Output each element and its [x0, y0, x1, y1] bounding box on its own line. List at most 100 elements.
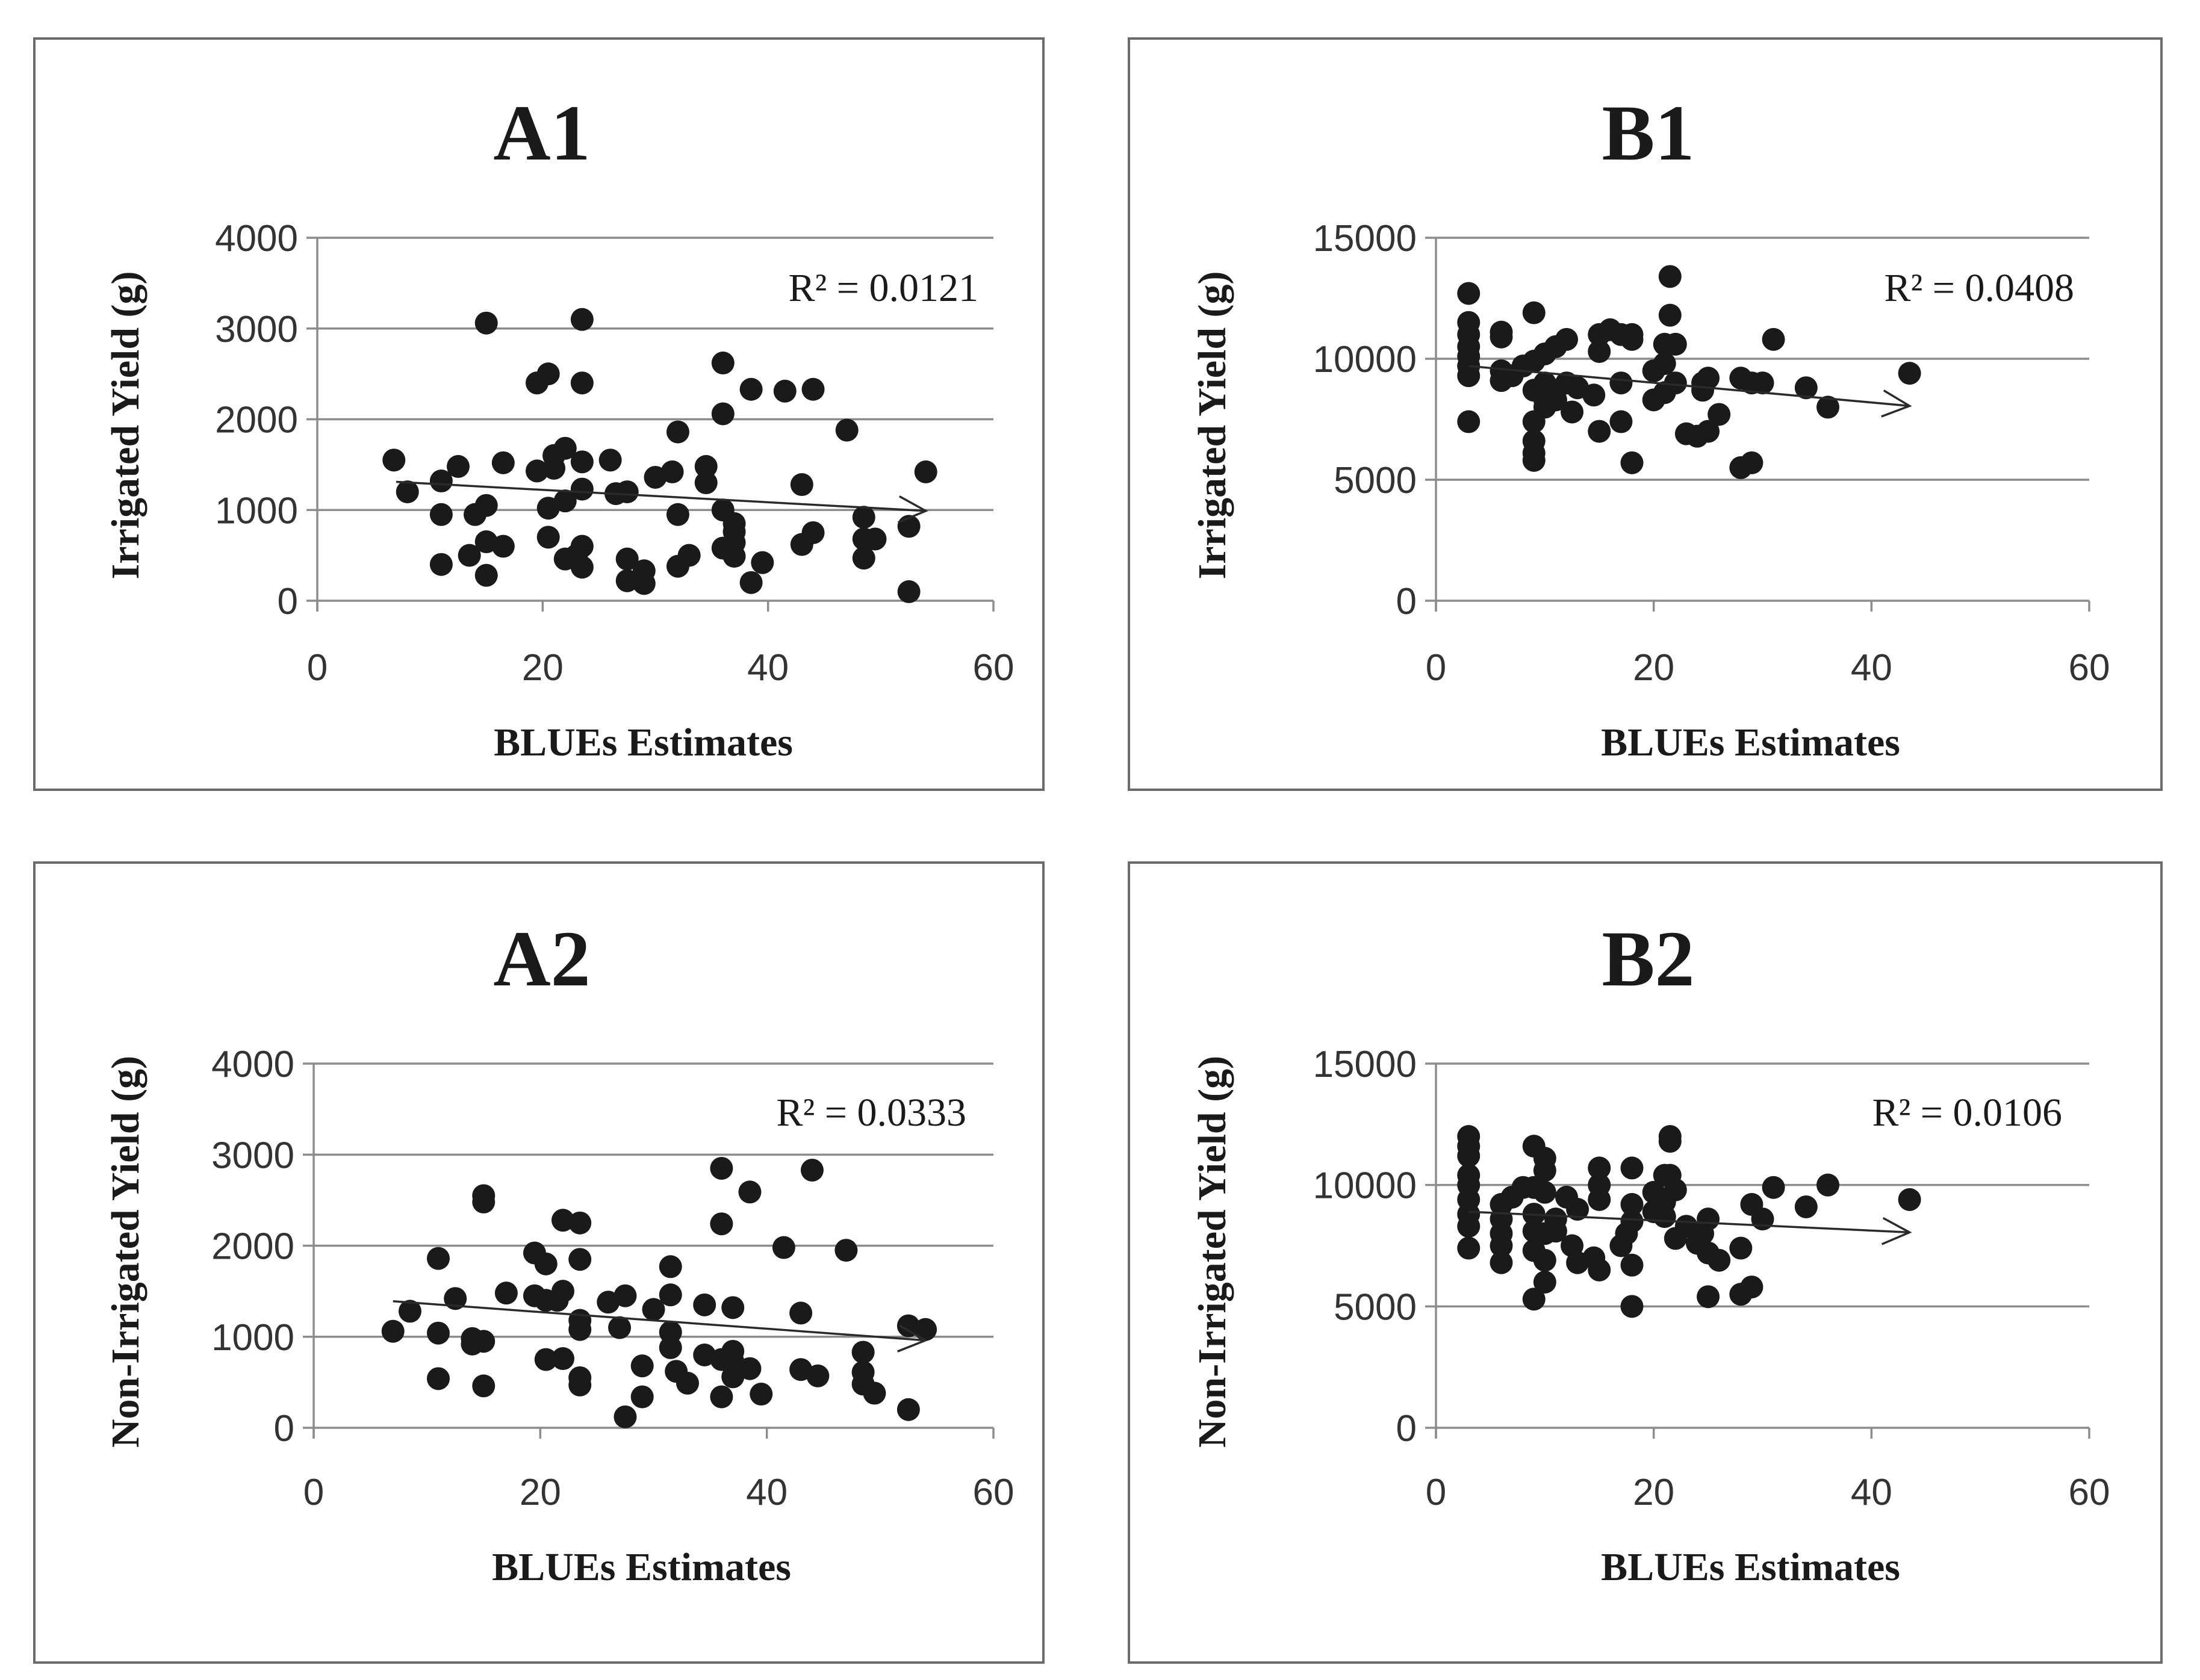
data-point — [1751, 1207, 1774, 1231]
data-point — [1457, 364, 1481, 388]
data-point — [1490, 325, 1513, 349]
r-squared-label: R² = 0.0106 — [1872, 1091, 2062, 1135]
data-point — [659, 1255, 682, 1279]
x-tick-label: 20 — [520, 1472, 561, 1513]
y-axis-label: Irrigated Yield (g) — [104, 271, 148, 580]
data-point — [1609, 371, 1633, 395]
data-point — [426, 1247, 450, 1270]
data-point — [666, 503, 689, 526]
data-point — [1740, 1275, 1763, 1299]
data-point — [834, 1239, 858, 1262]
data-point — [1620, 1192, 1644, 1216]
data-point — [570, 371, 594, 395]
y-axis-label: Non-Irrigated Yield (g) — [1190, 1056, 1234, 1448]
data-point — [1588, 1156, 1611, 1180]
data-point — [863, 1381, 886, 1405]
x-tick-label: 40 — [1851, 647, 1892, 689]
data-point — [1588, 420, 1611, 443]
trendline — [1468, 365, 1910, 408]
data-point — [789, 1301, 813, 1325]
trendline — [396, 480, 926, 512]
y-tick-label: 1000 — [215, 490, 298, 532]
data-point — [534, 1252, 558, 1275]
x-axis-label: BLUEs Estimates — [1601, 1545, 1900, 1589]
data-point — [1555, 327, 1578, 351]
data-point — [426, 1321, 450, 1345]
data-point — [1490, 1234, 1513, 1257]
data-point — [851, 1341, 875, 1364]
data-point — [536, 525, 560, 549]
y-tick-label: 3000 — [211, 1135, 294, 1176]
data-point — [1457, 1215, 1481, 1238]
data-point — [1620, 1253, 1644, 1277]
data-point — [722, 545, 746, 568]
y-tick-label: 2000 — [211, 1226, 294, 1268]
data-point — [694, 454, 718, 478]
y-tick-label: 0 — [274, 1408, 294, 1449]
data-point — [773, 379, 797, 403]
data-point — [1697, 420, 1720, 443]
data-point — [474, 311, 498, 335]
y-tick-label: 4000 — [215, 218, 298, 259]
x-tick-label: 60 — [2069, 647, 2110, 689]
trendline — [1468, 1210, 1910, 1234]
data-point — [1522, 1288, 1546, 1311]
x-axis-label: BLUEs Estimates — [494, 721, 793, 764]
data-point — [1653, 352, 1676, 376]
r-squared-label: R² = 0.0408 — [1884, 266, 2074, 310]
y-tick-label: 3000 — [215, 309, 298, 350]
data-point — [1609, 410, 1633, 433]
data-point — [1620, 451, 1644, 474]
data-point — [1816, 1173, 1839, 1197]
data-point — [1620, 1210, 1644, 1233]
data-point — [630, 1354, 654, 1378]
data-point — [570, 450, 594, 474]
y-tick-label: 15000 — [1313, 1044, 1417, 1085]
data-point — [666, 420, 689, 444]
data-point — [710, 1156, 733, 1180]
data-point — [568, 1318, 592, 1341]
data-point — [551, 1209, 574, 1232]
data-point — [534, 1348, 558, 1371]
panel-frame — [1128, 37, 2163, 791]
data-point — [614, 1405, 637, 1428]
data-point — [738, 1357, 762, 1380]
x-tick-label: 0 — [1426, 647, 1446, 689]
data-point — [615, 569, 639, 592]
data-point — [472, 1330, 496, 1353]
x-tick-label: 20 — [1633, 1472, 1674, 1513]
x-tick-label: 0 — [1426, 1472, 1446, 1513]
chart-panel-a1: A1 0 1000 2000 3000 4000 0 20 40 60 BLUEs Estimate… — [33, 37, 1045, 791]
x-tick-label: 20 — [522, 647, 564, 689]
data-point — [1697, 367, 1720, 390]
r-squared-label: R² = 0.0333 — [776, 1091, 966, 1135]
data-point — [806, 1364, 830, 1387]
data-point — [659, 1336, 682, 1359]
data-point — [721, 1296, 745, 1319]
data-point — [694, 471, 718, 495]
data-point — [398, 1300, 421, 1323]
data-point — [1588, 1188, 1611, 1211]
data-point — [1533, 1248, 1556, 1272]
x-tick-label: 60 — [973, 647, 1015, 689]
data-point — [751, 551, 774, 574]
y-tick-label: 1000 — [211, 1317, 294, 1359]
data-point — [553, 489, 577, 513]
data-point — [472, 1190, 496, 1214]
chart-title: B2 — [1602, 914, 1694, 1003]
chart-title: A2 — [493, 914, 590, 1003]
data-point — [1707, 403, 1731, 426]
data-point — [1762, 327, 1785, 351]
data-point — [1664, 332, 1687, 356]
data-point — [1898, 1188, 1921, 1211]
data-point — [632, 559, 656, 583]
data-point — [1762, 1176, 1785, 1199]
x-tick-label: 40 — [1851, 1472, 1892, 1513]
data-point — [1544, 1220, 1567, 1243]
y-tick-label: 5000 — [1334, 1286, 1417, 1328]
data-point — [474, 563, 498, 587]
data-point — [615, 547, 639, 571]
data-point — [1697, 1207, 1720, 1231]
data-point — [536, 362, 560, 386]
data-point — [659, 1283, 682, 1307]
